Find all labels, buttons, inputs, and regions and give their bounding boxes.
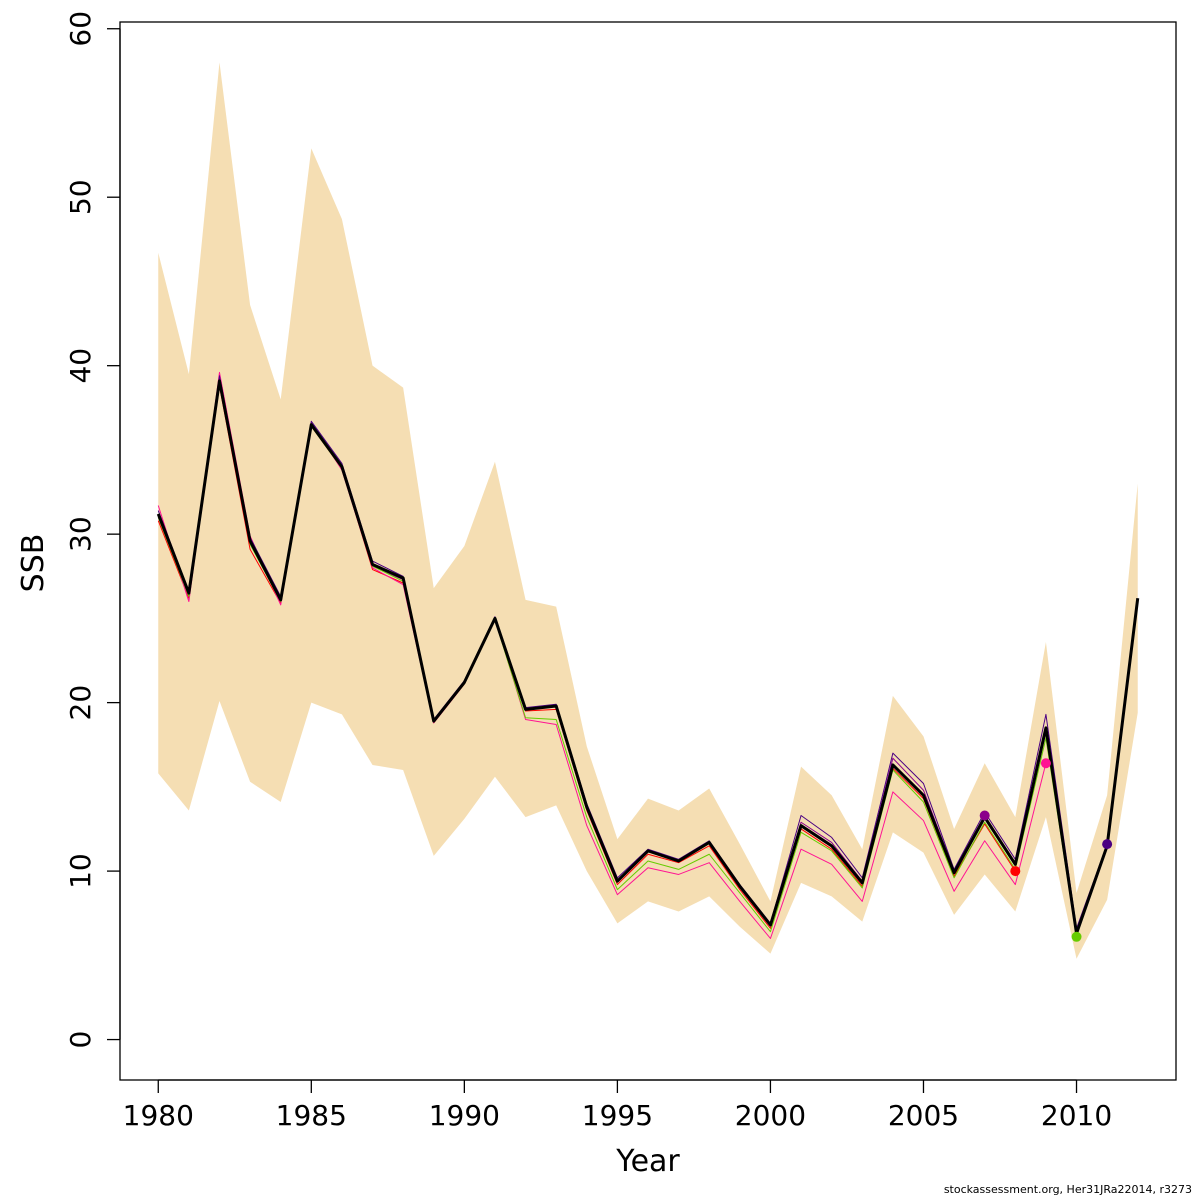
end-point-peel-2010 bbox=[1071, 931, 1082, 942]
footer-credit: stockassessment.org, Her31JRa22014, r327… bbox=[943, 1183, 1192, 1196]
series-line-peel-2011 bbox=[157, 375, 1108, 929]
x-axis: 1980 1985 1990 1995 2000 2005 2010 bbox=[123, 1079, 1112, 1132]
y-tick-label-60: 60 bbox=[64, 11, 97, 47]
series-line-final bbox=[156, 379, 1140, 935]
x-tick-label-2005: 2005 bbox=[888, 1099, 959, 1132]
y-tick-label-20: 20 bbox=[64, 685, 97, 721]
x-tick-label-1990: 1990 bbox=[429, 1099, 500, 1132]
y-tick-label-40: 40 bbox=[64, 348, 97, 384]
y-tick-label-30: 30 bbox=[64, 516, 97, 552]
y-tick-label-0: 0 bbox=[64, 1031, 97, 1049]
confidence-band-layer bbox=[158, 62, 1138, 959]
y-tick-label-10: 10 bbox=[64, 853, 97, 889]
x-tick-label-2010: 2010 bbox=[1041, 1099, 1112, 1132]
end-point-peel-2007 bbox=[979, 810, 990, 821]
x-tick-label-2000: 2000 bbox=[735, 1099, 806, 1132]
y-axis-title: SSB bbox=[16, 534, 51, 593]
end-point-peel-2011 bbox=[1102, 839, 1113, 850]
end-point-peel-2009 bbox=[1040, 758, 1051, 769]
x-tick-label-1980: 1980 bbox=[123, 1099, 194, 1132]
series-layer bbox=[156, 371, 1140, 939]
confidence-band bbox=[158, 62, 1138, 959]
x-tick-label-1985: 1985 bbox=[276, 1099, 347, 1132]
end-points-layer bbox=[979, 758, 1113, 942]
x-tick-label-1995: 1995 bbox=[582, 1099, 653, 1132]
y-tick-label-50: 50 bbox=[64, 179, 97, 215]
x-axis-title: Year bbox=[615, 1144, 680, 1179]
y-axis: 0 10 20 30 40 50 60 bbox=[64, 11, 121, 1049]
end-point-peel-2008 bbox=[1010, 866, 1021, 877]
